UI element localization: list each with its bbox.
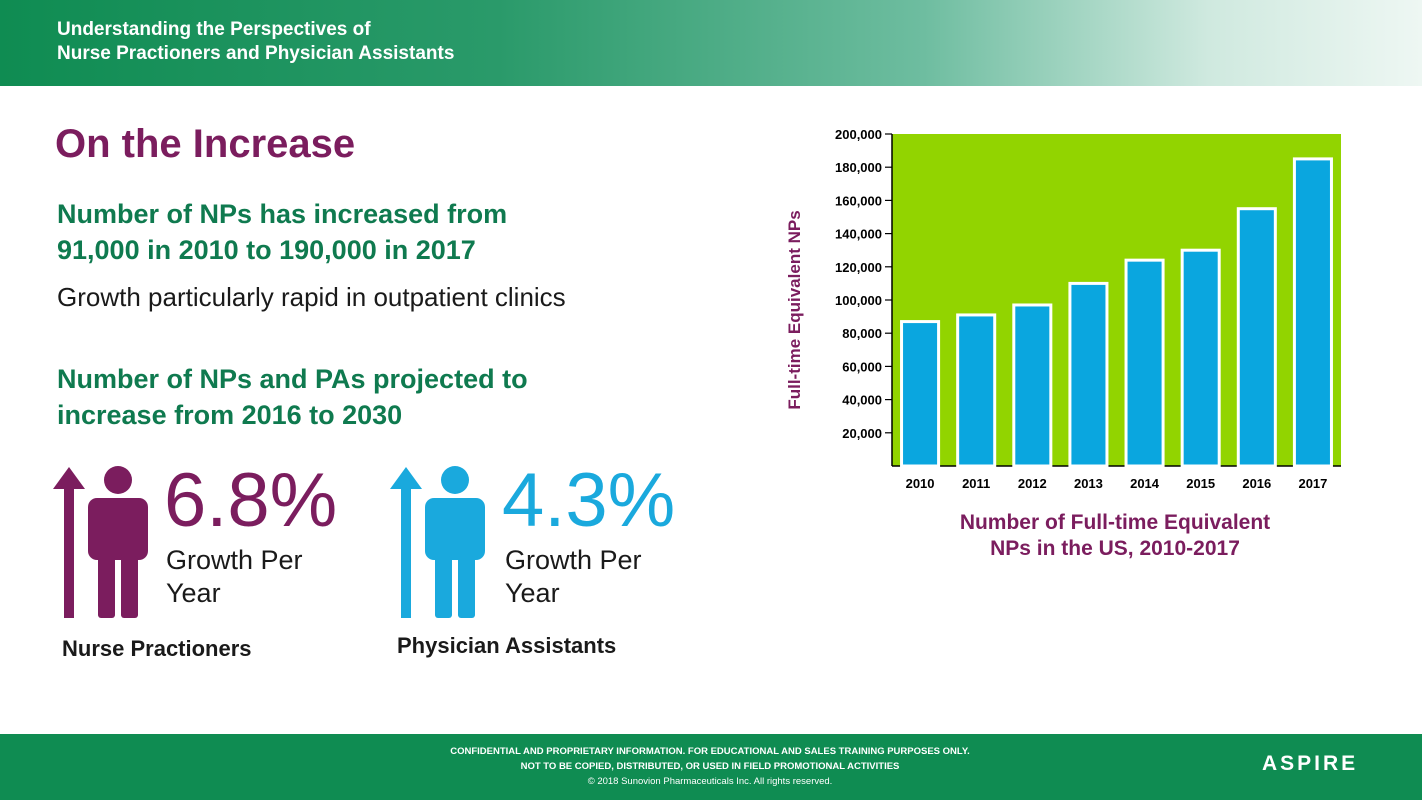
np-growth-label-line2: Year <box>166 578 221 608</box>
bar-2012 <box>1012 303 1053 468</box>
x-tick-label: 2012 <box>1018 476 1047 491</box>
pa-growth-percent: 4.3% <box>502 458 676 543</box>
y-tick-label: 80,000 <box>842 326 882 341</box>
chart-title-line1: Number of Full-time Equivalent <box>959 511 1271 534</box>
bar-2011 <box>956 313 997 468</box>
bar-2013 <box>1068 281 1109 468</box>
np-increase-statement: Number of NPs has increased from 91,000 … <box>57 196 507 268</box>
bar-2017 <box>1292 157 1333 468</box>
bar-2015 <box>1180 248 1221 468</box>
y-tick-label: 100,000 <box>835 293 882 308</box>
header-title-line2: Nurse Practioners and Physician Assistan… <box>57 43 455 64</box>
bar-2010 <box>900 320 941 468</box>
y-tick-label: 140,000 <box>835 227 882 242</box>
slide-title: On the Increase <box>55 122 356 166</box>
aspire-logo: ASPIRE <box>1262 752 1359 775</box>
np-up-person-icon <box>53 466 148 618</box>
np-growth-label-line1: Growth Per <box>166 545 303 575</box>
y-tick-label: 40,000 <box>842 393 882 408</box>
person-icon <box>425 466 485 618</box>
chart-title: Number of Full-time Equivalent NPs in th… <box>895 510 1335 562</box>
x-tick-label: 2013 <box>1074 476 1103 491</box>
pa-growth-label-line2: Year <box>505 578 560 608</box>
y-tick-label: 60,000 <box>842 359 882 374</box>
header-band <box>0 0 1422 86</box>
header-title-line1: Understanding the Perspectives of <box>57 19 371 40</box>
x-tick-label: 2014 <box>1130 476 1160 491</box>
x-tick-label: 2017 <box>1298 476 1327 491</box>
projection-line2: increase from 2016 to 2030 <box>57 400 403 430</box>
bar-2014 <box>1124 258 1165 468</box>
pa-group-label: Physician Assistants <box>397 633 617 658</box>
chart-title-line2: NPs in the US, 2010-2017 <box>990 537 1240 560</box>
y-tick-label: 160,000 <box>835 193 882 208</box>
up-arrow-icon <box>53 467 85 618</box>
growth-note: Growth particularly rapid in outpatient … <box>57 282 566 312</box>
header-title: Understanding the Perspectives of Nurse … <box>57 18 454 66</box>
x-tick-label: 2011 <box>962 476 990 491</box>
up-arrow-icon <box>390 467 422 618</box>
np-increase-line2: 91,000 in 2010 to 190,000 in 2017 <box>57 235 476 265</box>
x-tick-label: 2010 <box>906 476 935 491</box>
np-bar-chart: 20,000 40,000 60,000 80,000 100,000 120,000 14… <box>785 127 1341 491</box>
pa-up-person-icon <box>390 466 485 618</box>
footer-line1: CONFIDENTIAL AND PROPRIETARY INFORMATION… <box>450 746 970 757</box>
np-growth-percent: 6.8% <box>164 458 338 543</box>
pa-growth-label: Growth Per Year <box>505 544 642 610</box>
np-group-label: Nurse Practioners <box>62 636 252 661</box>
footer-band <box>0 734 1422 800</box>
bar-2016 <box>1236 207 1277 468</box>
bar-group <box>900 157 1333 468</box>
np-increase-line1: Number of NPs has increased from <box>57 199 508 229</box>
footer-disclaimer: CONFIDENTIAL AND PROPRIETARY INFORMATION… <box>330 744 1090 789</box>
y-tick-label: 200,000 <box>835 127 882 142</box>
y-tick-label: 120,000 <box>835 260 882 275</box>
projection-line1: Number of NPs and PAs projected to <box>57 364 528 394</box>
x-tick-group: 2010 2011 2012 2013 2014 2015 2016 2017 <box>906 476 1328 491</box>
person-icon <box>88 466 148 618</box>
pa-growth-label-line1: Growth Per <box>505 545 642 575</box>
x-tick-label: 2015 <box>1186 476 1215 491</box>
footer-copyright: © 2018 Sunovion Pharmaceuticals Inc. All… <box>587 776 833 787</box>
x-tick-label: 2016 <box>1242 476 1271 491</box>
np-growth-label: Growth Per Year <box>166 544 303 610</box>
footer-line2: NOT TO BE COPIED, DISTRIBUTED, OR USED I… <box>520 761 900 772</box>
y-tick-group: 20,000 40,000 60,000 80,000 100,000 120,000 14… <box>835 127 892 441</box>
projection-statement: Number of NPs and PAs projected to incre… <box>57 361 528 433</box>
y-axis-label: Full-time Equivalent NPs <box>785 210 804 409</box>
y-tick-label: 180,000 <box>835 160 882 175</box>
y-tick-label: 20,000 <box>842 426 882 441</box>
